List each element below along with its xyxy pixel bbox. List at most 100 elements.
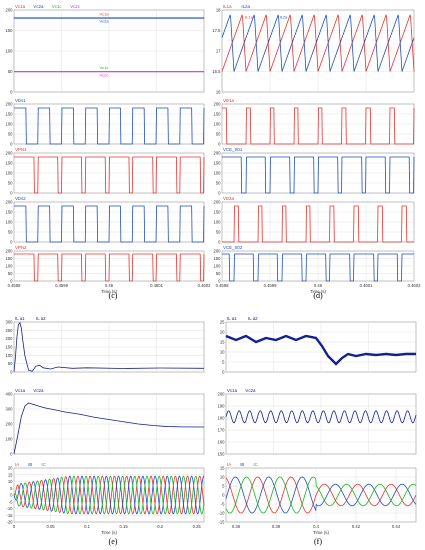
x-tick-label: 0.2 [157,524,163,529]
y-tick-label: -20 [6,520,13,525]
x-tick-label: 0.4 [313,524,319,529]
y-tick-label: 10 [220,475,225,480]
y-tick-label: -5 [221,502,225,507]
y-tick-label: 300 [6,320,14,325]
y-tick-label: 150 [6,256,14,261]
x-tick-label: 0.05 [46,524,55,529]
chart-d1 [221,9,415,93]
chart-d3 [221,152,415,194]
chart-c1 [13,9,205,93]
y-tick-label: 50 [216,271,221,276]
y-tick-label: 150 [6,161,14,166]
y-tick-label: 15 [8,472,13,477]
y-tick-label: 100 [214,264,222,269]
series-line-VPN1 [14,156,205,194]
legend-entry: VPN1 [15,147,27,152]
legend-entry: VD2a [223,196,235,201]
y-tick-label: 25 [220,320,225,325]
series-line-VPN2 [14,253,205,282]
x-tick-label: 0.46 [105,283,114,288]
series-line-IC [225,476,417,514]
y-tick-label: 15 [220,340,225,345]
y-tick-label: 50 [8,230,13,235]
x-tick-label: 0.4599 [264,283,277,288]
y-tick-label: 0 [10,191,13,196]
series-line-VDs1 [14,107,205,145]
y-tick-label: 18 [216,8,221,13]
y-tick-label: 50 [8,271,13,276]
y-tick-label: 0 [218,279,221,284]
series-line-VCE_S02 [222,253,414,282]
y-tick-label: 150 [214,256,222,261]
chart-f1 [225,321,417,373]
y-tick-label: 17 [216,49,221,54]
y-tick-label: 0 [10,142,13,147]
series-line-IB [13,475,205,515]
y-tick-label: 0 [218,240,221,245]
y-tick-label: 250 [6,328,14,333]
y-tick-label: 200 [214,102,222,107]
caption-f: (f) [314,537,322,546]
chart-f2 [225,393,417,455]
caption-d: (d) [313,291,323,300]
chart-f3 [225,467,417,523]
y-tick-label: 100 [6,122,14,127]
legend-entry: IL2a [241,4,250,9]
chart-c3 [13,152,205,194]
legend-entry: IA [227,462,231,467]
y-tick-label: 50 [216,181,221,186]
x-tick-label: 0.46 [314,283,323,288]
y-tick-label: 200 [218,392,226,397]
y-tick-label: 170 [218,428,226,433]
x-tick-label: 0.44 [392,524,401,529]
y-tick-label: 200 [6,336,14,341]
series-label: IL2a [280,15,289,20]
y-tick-label: 150 [214,112,222,117]
x-tick-label: 0.4598 [8,283,21,288]
legend-entry: Vc2a [33,388,44,393]
series-line-IC [13,475,205,515]
legend-entry: Vc1c [52,4,63,9]
y-tick-label: 100 [6,171,14,176]
y-tick-label: 0 [10,370,13,375]
y-tick-label: 100 [214,171,222,176]
series-label: IL1a [245,15,254,20]
legend-entry: Vc1a [15,4,26,9]
y-tick-label: 300 [6,407,14,412]
chart-e3 [13,467,205,523]
x-axis-label: Time (s) [101,530,117,535]
legend-entry: IB [240,462,244,467]
y-tick-label: 200 [6,200,14,205]
legend-entry: IL a2 [36,316,46,321]
y-tick-label: 150 [214,210,222,215]
chart-d2 [221,103,415,145]
x-tick-label: 0.42 [352,524,361,529]
chart-d5 [221,250,415,282]
y-tick-label: -15 [6,513,13,518]
y-tick-label: 0 [218,191,221,196]
x-axis-label: Time (s) [313,530,329,535]
y-tick-label: 20 [220,330,225,335]
series-line-IA [13,475,205,515]
x-tick-label: 0 [13,524,16,529]
y-tick-label: 200 [6,151,14,156]
x-tick-label: 0.1 [84,524,90,529]
x-tick-label: 0.15 [120,524,129,529]
x-tick-label: 0.36 [232,524,241,529]
legend-entry: Vc1a [15,388,26,393]
y-tick-label: -10 [218,511,225,516]
x-tick-label: 0.4602 [408,283,421,288]
y-tick-label: 100 [6,49,14,54]
y-tick-label: 150 [218,452,226,457]
y-tick-label: -15 [218,520,225,525]
legend-entry: VCE_S01 [223,147,243,152]
y-tick-label: 100 [214,220,222,225]
series-line-Vc1a [225,410,417,424]
chart-e1 [13,321,205,373]
legend-entry: Vc2a [245,388,256,393]
y-tick-label: 5 [222,360,225,365]
y-tick-label: 150 [214,161,222,166]
x-axis-label: Time (s) [101,289,117,294]
y-tick-label: 100 [6,220,14,225]
